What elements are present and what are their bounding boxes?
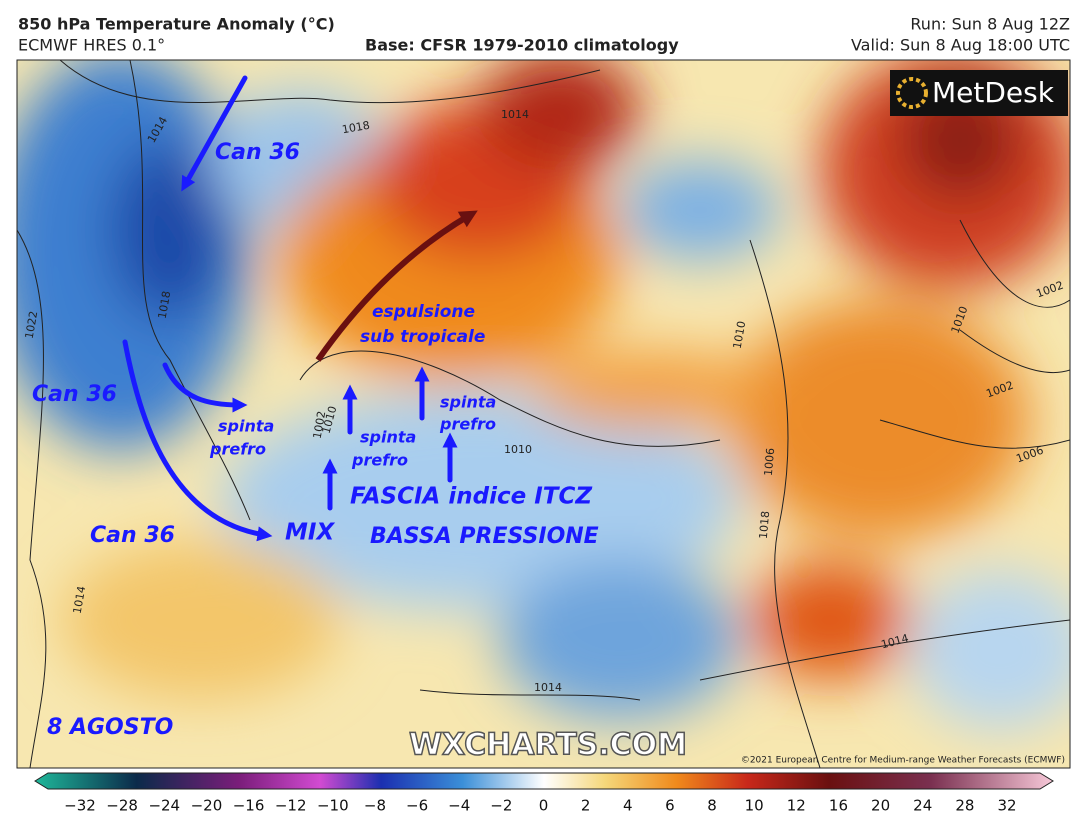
colorbar-tick-label: 32 [997, 797, 1016, 815]
colorbar-ticks: −32 −28 −24 −20 −16 −12 −10 −8 −6 −4 −2 0 2 4 6 8 10 12 16… [64, 797, 1016, 815]
colorbar-tick-label: −32 [64, 797, 96, 815]
logo: MetDesk [932, 76, 1055, 109]
annotation: sub tropicale [360, 327, 485, 347]
colorbar-tick-label: 12 [787, 797, 806, 815]
isobar-label: 1018 [156, 290, 174, 320]
isobar-label: 1022 [23, 310, 41, 340]
annotation: prefro [439, 415, 496, 434]
colorbar-tick-label: 8 [707, 797, 717, 815]
colorbar-tick-label: −16 [233, 797, 265, 815]
isobar-label: 1014 [501, 108, 529, 121]
map-frame [16, 59, 1071, 769]
annotation: spinta [440, 393, 496, 412]
colorbar-tick-label: −28 [106, 797, 138, 815]
map [17, 60, 1070, 768]
colorbar-tick-label: 16 [829, 797, 848, 815]
logo-box [890, 70, 1068, 116]
colorbar-tick-label: −6 [406, 797, 428, 815]
colorbar-tick-label: −4 [448, 797, 470, 815]
colorbar-tick-label: 20 [871, 797, 890, 815]
model: ECMWF HRES 0.1° [18, 36, 165, 55]
colorbar-tick-label: −12 [275, 797, 307, 815]
isobar-label: 1018 [757, 510, 772, 539]
base: Base: CFSR 1979-2010 climatology [365, 36, 679, 55]
colorbar-tick-label: 24 [913, 797, 932, 815]
isobar-label: 1010 [504, 443, 532, 456]
run: Run: Sun 8 Aug 12Z [910, 15, 1070, 34]
colorbar-tick-label: 10 [745, 797, 764, 815]
annotation: BASSA PRESSIONE [370, 524, 599, 549]
colorbar [34, 772, 1054, 790]
isobar-label: 1014 [71, 585, 89, 615]
isobar-label: 1002 [311, 410, 329, 440]
colorbar-tick-label: −20 [191, 797, 223, 815]
copyright: ©2021 European Centre for Medium-range W… [741, 756, 1065, 766]
annotation: spinta [360, 428, 416, 447]
colorbar-tick-label: 0 [539, 797, 549, 815]
colorbar-tick-label: −8 [364, 797, 386, 815]
annotation: prefro [209, 440, 266, 459]
isobar-label: 1014 [534, 681, 562, 694]
annotation: 8 AGOSTO [47, 715, 173, 740]
annotation: Can 36 [90, 523, 175, 548]
annotation: Can 36 [32, 382, 117, 407]
colorbar-tick-label: 6 [665, 797, 675, 815]
annotation: MIX [285, 520, 335, 546]
annotation: Can 36 [215, 140, 300, 165]
arrow [162, 362, 248, 413]
isobar-label: 1010 [731, 320, 749, 350]
arrow [315, 210, 478, 362]
colorbar-tick-label: −10 [317, 797, 349, 815]
logo-icon [896, 77, 928, 109]
colorbar-tick-label: −2 [490, 797, 512, 815]
title: 850 hPa Temperature Anomaly (°C) [18, 15, 335, 34]
annotation: espulsione [372, 302, 475, 322]
arrow [181, 75, 248, 192]
valid: Valid: Sun 8 Aug 18:00 UTC [851, 36, 1070, 55]
isobar-label: 1018 [341, 119, 371, 137]
colorbar-tick-label: 4 [623, 797, 633, 815]
colorbar-tick-label: 2 [581, 797, 591, 815]
arrow [122, 339, 273, 542]
watermark: WXCHARTS.COM [409, 728, 687, 763]
annotations: Can 36 Can 36 Can 36 espulsione sub tropical… [32, 140, 599, 740]
annotation: spinta [218, 417, 274, 436]
isobar-label: 1006 [762, 447, 777, 476]
colorbar-tick-label: 28 [955, 797, 974, 815]
annotation: prefro [351, 451, 408, 470]
colorbar-tick-label: −24 [148, 797, 180, 815]
annotation: FASCIA indice ITCZ [350, 484, 593, 510]
